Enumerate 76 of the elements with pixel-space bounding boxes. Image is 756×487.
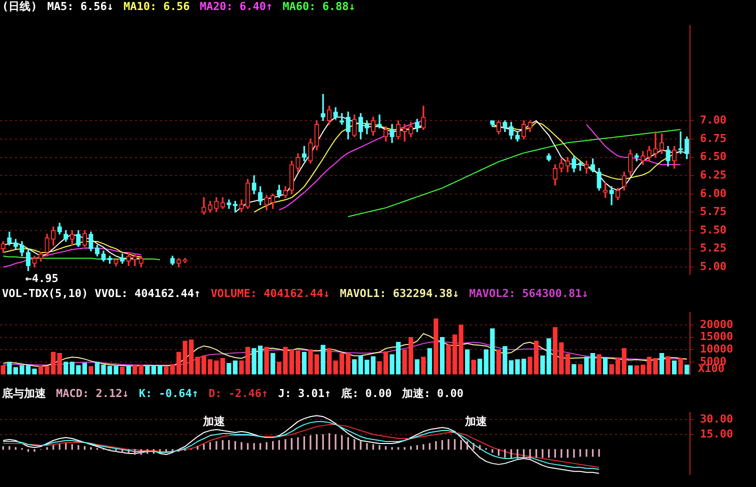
bar <box>0 365 6 374</box>
annotation: ←4.95 <box>25 272 58 286</box>
y-tick-label: 6.00 <box>700 186 726 200</box>
text: MA10: 6.56 <box>123 0 190 13</box>
bar <box>120 366 125 374</box>
bar <box>414 359 420 374</box>
y-tick-label: 10000 <box>700 342 734 356</box>
bar <box>427 348 432 374</box>
annotation: 加速 <box>464 414 488 428</box>
bar <box>264 346 269 374</box>
bar <box>471 360 476 374</box>
bar <box>320 344 326 374</box>
bar <box>434 318 438 374</box>
bar <box>82 362 88 374</box>
text: D: -2.46↑ <box>208 387 268 400</box>
text: 底: 0.00 <box>341 387 392 400</box>
y-tick-label: 30.00 <box>700 412 734 426</box>
bar <box>572 364 576 374</box>
bar <box>464 349 470 374</box>
y-tick-label: 15000 <box>700 330 734 344</box>
bar <box>138 364 144 374</box>
bar <box>57 353 62 374</box>
bar <box>622 348 626 374</box>
candlestick <box>653 131 658 158</box>
bar <box>88 366 94 374</box>
text: K: -0.64↑ <box>138 387 198 400</box>
bar <box>220 358 226 374</box>
y-tick-label: 5.25 <box>700 242 726 255</box>
bar <box>64 362 68 374</box>
annotation: 加速 <box>202 414 226 428</box>
y-tick-label: 6.25 <box>700 168 726 182</box>
bar <box>596 354 602 374</box>
candlestick <box>377 114 382 128</box>
bar <box>496 349 502 374</box>
bar <box>684 364 690 374</box>
text: MA20: 6.40↑ <box>200 0 273 13</box>
bar <box>672 360 677 374</box>
bar <box>352 359 357 374</box>
bar <box>666 356 670 374</box>
text: MACD: 2.12↓ <box>56 387 129 400</box>
bar <box>421 356 426 374</box>
bar <box>440 336 445 374</box>
y-tick-label: 7.00 <box>700 114 726 127</box>
text: VOLUME: 404162.44↓ <box>210 287 330 300</box>
y-tick-label: 6.50 <box>700 150 726 164</box>
y-tick-label: 20000 <box>700 318 734 331</box>
series-label: J: 3.01↑ <box>278 387 332 400</box>
bar <box>628 365 633 374</box>
chart-title: (日线) <box>2 0 38 13</box>
chart-title: VOL-TDX(5,10) VVOL: 404162.44↑ <box>2 287 201 300</box>
text: MAVOL1: 632294.38↓ <box>340 287 460 300</box>
y-tick-label: 5.75 <box>700 205 726 218</box>
bar <box>478 358 482 374</box>
bar <box>132 365 138 374</box>
bar <box>326 348 332 374</box>
text: MA60: 6.88↓ <box>282 0 356 13</box>
bar <box>659 353 664 374</box>
text: MA5: 6.56↓ <box>47 0 114 13</box>
bar <box>678 358 683 374</box>
y-tick-label: 5.50 <box>700 223 726 236</box>
bar <box>145 365 150 374</box>
bar <box>602 357 608 374</box>
bar <box>565 354 570 374</box>
bar <box>7 362 12 374</box>
chart-title: 底与加速 <box>2 387 46 400</box>
bar <box>302 352 307 374</box>
bar <box>126 366 131 374</box>
y-tick-label: 5.00 <box>700 260 726 273</box>
y-tick-label: 6.75 <box>700 132 726 145</box>
candlestick <box>320 94 326 122</box>
bar <box>346 353 350 374</box>
bar <box>270 353 276 374</box>
text: 加速: 0.00 <box>402 387 464 400</box>
y-tick-label: 15.00 <box>700 427 734 440</box>
bar <box>578 364 583 374</box>
text: MAVOL2: 564300.81↓ <box>469 287 588 300</box>
